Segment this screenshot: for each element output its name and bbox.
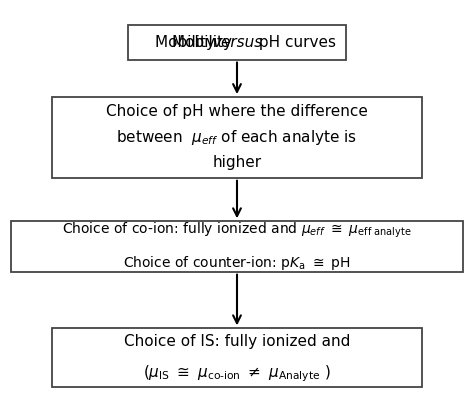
Text: ($\mu_{\mathrm{IS}}$ $\cong$ $\mu_{\mathrm{co\text{-}ion}}$ $\neq$ $\mu_{\mathrm: ($\mu_{\mathrm{IS}}$ $\cong$ $\mu_{\math…: [143, 364, 331, 384]
FancyBboxPatch shape: [52, 328, 422, 387]
FancyBboxPatch shape: [11, 221, 464, 271]
Text: Choice of counter-ion: p$K_{\mathrm{a}}$ $\cong$ pH: Choice of counter-ion: p$K_{\mathrm{a}}$…: [123, 254, 351, 271]
Text: Choice of co-ion: fully ionized and $\mu_{eff}$ $\cong$ $\mu_{\mathrm{eff\ analy: Choice of co-ion: fully ionized and $\mu…: [62, 221, 412, 240]
Text: Choice of pH where the difference: Choice of pH where the difference: [106, 104, 368, 120]
Text: Choice of IS: fully ionized and: Choice of IS: fully ionized and: [124, 334, 350, 349]
Text: between  $\mu_{eff}$ of each analyte is: between $\mu_{eff}$ of each analyte is: [117, 128, 357, 147]
Text: Mobility: Mobility: [155, 35, 219, 50]
Text: pH curves: pH curves: [254, 35, 336, 50]
Text: higher: higher: [212, 155, 262, 170]
FancyBboxPatch shape: [128, 25, 346, 59]
Text: Mobility: Mobility: [172, 35, 237, 50]
Text: versus: versus: [213, 35, 264, 50]
FancyBboxPatch shape: [52, 97, 422, 178]
